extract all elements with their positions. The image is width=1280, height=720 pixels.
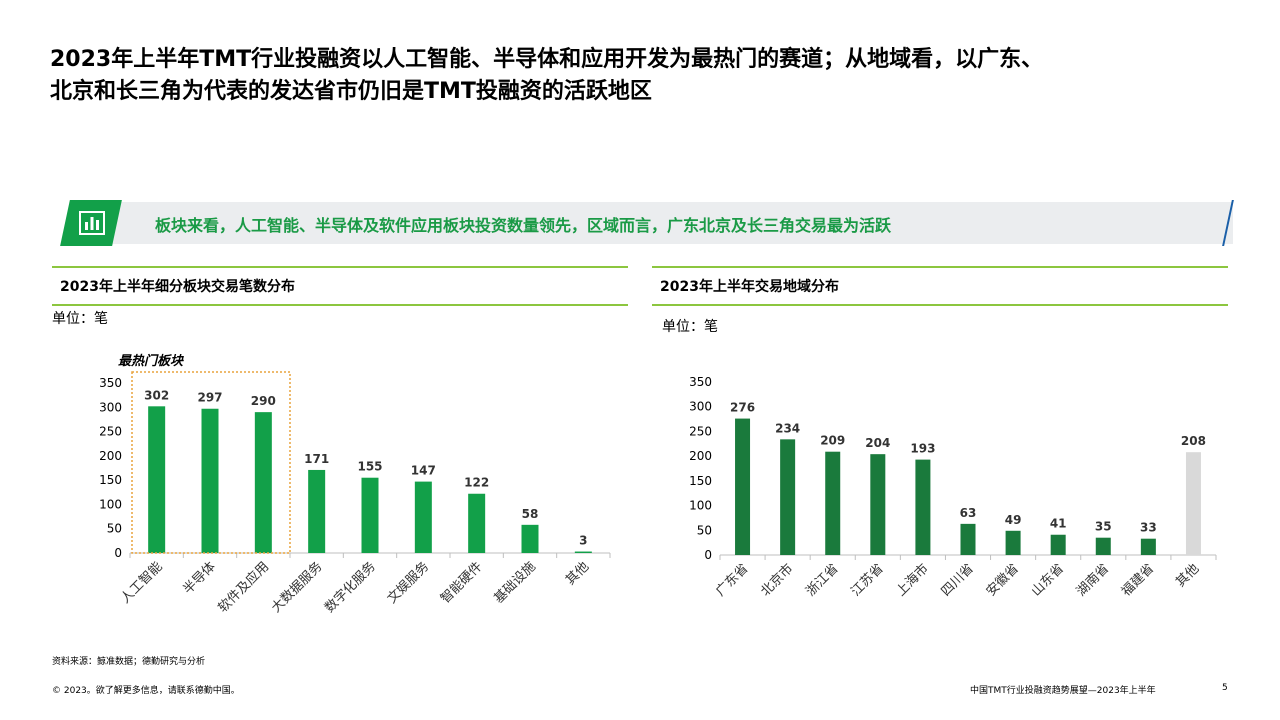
- right-panel-header: 2023年上半年交易地域分布: [652, 266, 1228, 306]
- region-y-tick-label: 0: [704, 548, 712, 562]
- sector-bar: [148, 406, 166, 553]
- region-data-label: 234: [775, 421, 800, 435]
- sector-y-tick-label: 350: [99, 376, 122, 390]
- right-panel-unit: 单位：笔: [662, 319, 718, 335]
- sector-data-label: 58: [522, 507, 539, 521]
- region-bar: [960, 523, 976, 555]
- region-y-tick-label: 250: [689, 424, 712, 438]
- region-data-label: 35: [1095, 520, 1112, 534]
- region-bar: [1095, 537, 1111, 555]
- region-category-label: 浙江省: [803, 561, 841, 599]
- region-data-label: 41: [1050, 517, 1067, 531]
- region-y-tick-label: 350: [689, 375, 712, 389]
- region-y-tick-label: 100: [689, 499, 712, 513]
- region-bar: [915, 459, 931, 555]
- region-category-label: 江苏省: [848, 561, 887, 600]
- region-bar: [1005, 530, 1021, 555]
- region-data-label: 63: [960, 506, 977, 520]
- region-data-label: 49: [1005, 513, 1022, 527]
- source-note: 资料来源：鲸准数据；德勤研究与分析: [52, 657, 206, 667]
- region-category-label: 山东省: [1029, 561, 1067, 599]
- sector-bar: [521, 524, 539, 553]
- region-bar: [1140, 538, 1156, 555]
- left-panel-header: 2023年上半年细分板块交易笔数分布: [52, 266, 628, 306]
- region-data-label: 209: [820, 434, 845, 448]
- page-title-line-1: 2023年上半年TMT行业投融资以人工智能、半导体和应用开发为最热门的赛道；从地…: [50, 47, 1044, 72]
- sector-highlight-label: 最热门板块: [118, 353, 184, 369]
- footer-report-title: 中国TMT行业投融资趋势展望—2023年上半年: [970, 686, 1156, 696]
- region-y-tick-label: 50: [697, 523, 712, 537]
- sector-data-label: 147: [411, 464, 436, 478]
- sector-bar: [254, 412, 272, 553]
- sector-bar: [468, 493, 486, 553]
- sector-highlight-box: [131, 371, 291, 554]
- sector-y-tick-label: 100: [99, 497, 122, 511]
- bar-chart-icon: [79, 211, 105, 235]
- sector-y-tick-label: 150: [99, 473, 122, 487]
- region-bar: [780, 439, 796, 555]
- region-category-label: 北京市: [758, 561, 797, 600]
- sector-data-label: 171: [304, 452, 329, 466]
- sector-bar: [574, 551, 592, 553]
- footer-copyright: © 2023。欲了解更多信息，请联系德勤中国。: [52, 686, 240, 696]
- sector-y-tick-label: 0: [114, 546, 122, 560]
- region-category-label: 安徽省: [984, 561, 1022, 599]
- region-y-tick-label: 200: [689, 449, 712, 463]
- banner-text: 板块来看，人工智能、半导体及软件应用板块投资数量领先，区域而言，广东北京及长三角…: [155, 216, 892, 235]
- left-panel-title: 2023年上半年细分板块交易笔数分布: [60, 279, 295, 295]
- sector-bar: [201, 408, 219, 553]
- region-category-label: 广东省: [713, 561, 751, 599]
- region-data-label: 276: [730, 401, 755, 415]
- sector-bar: [308, 469, 326, 553]
- right-panel-title: 2023年上半年交易地域分布: [660, 279, 839, 295]
- sector-bar: [414, 481, 432, 553]
- sector-data-label: 155: [357, 460, 382, 474]
- region-bar: [870, 454, 886, 555]
- sector-bar: [361, 477, 379, 553]
- region-data-label: 193: [910, 442, 935, 456]
- region-y-tick-label: 150: [689, 474, 712, 488]
- region-bar: [1050, 534, 1066, 555]
- region-data-label: 33: [1140, 521, 1157, 535]
- region-y-tick-label: 300: [689, 400, 712, 414]
- region-data-label: 204: [865, 436, 890, 450]
- region-category-label: 上海市: [893, 561, 932, 600]
- region-category-label: 湖南省: [1073, 561, 1112, 600]
- sector-data-label: 302: [144, 388, 169, 402]
- sector-data-label: 3: [579, 534, 587, 548]
- region-bar: [735, 418, 751, 555]
- region-bar: [1185, 452, 1201, 555]
- region-data-label: 208: [1181, 434, 1206, 448]
- region-bar: [825, 451, 841, 555]
- summary-banner: 板块来看，人工智能、半导体及软件应用板块投资数量领先，区域而言，广东北京及长三角…: [55, 200, 1234, 246]
- sector-y-tick-label: 250: [99, 425, 122, 439]
- sector-y-tick-label: 200: [99, 449, 122, 463]
- page-title: 2023年上半年TMT行业投融资以人工智能、半导体和应用开发为最热门的赛道；从地…: [50, 44, 1240, 108]
- page-title-line-2: 北京和长三角为代表的发达省市仍旧是TMT投融资的活跃地区: [50, 79, 652, 104]
- sector-data-label: 122: [464, 476, 489, 490]
- sector-y-tick-label: 300: [99, 400, 122, 414]
- region-category-label: 其他: [1173, 561, 1202, 590]
- banner-background: [95, 202, 1233, 244]
- sector-y-tick-label: 50: [107, 522, 122, 536]
- left-panel-unit: 单位：笔: [52, 311, 108, 327]
- sector-data-label: 290: [251, 394, 276, 408]
- page-number: 5: [1222, 683, 1228, 693]
- region-category-label: 四川省: [939, 561, 977, 599]
- sector-data-label: 297: [197, 391, 222, 405]
- region-category-label: 福建省: [1119, 561, 1157, 599]
